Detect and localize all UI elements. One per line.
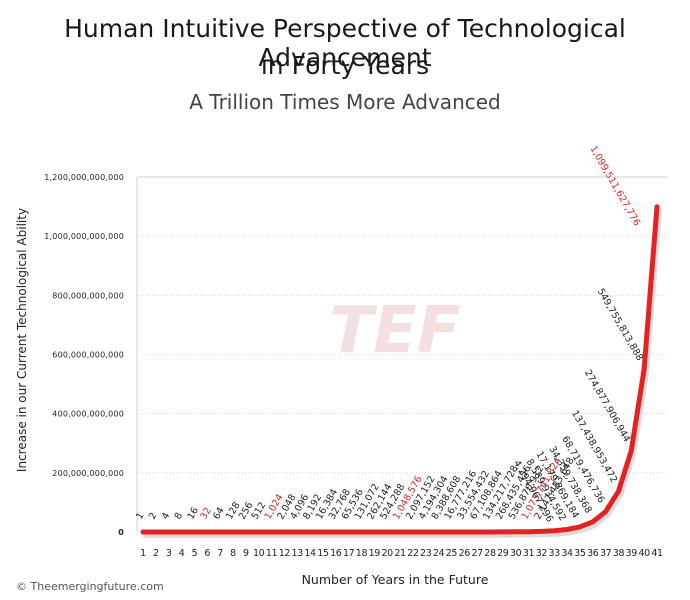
x-tick-label: 16 <box>330 548 342 559</box>
y-tick-label: 1,200,000,000,000 <box>44 173 124 182</box>
x-tick-label: 29 <box>497 548 509 559</box>
copyright-notice: © Theemergingfuture.com <box>16 580 164 593</box>
x-tick-label: 14 <box>304 548 316 559</box>
x-tick-label: 36 <box>587 548 599 559</box>
x-tick-label: 23 <box>420 548 432 559</box>
x-axis-label: Number of Years in the Future <box>301 572 489 587</box>
x-tick-label: 39 <box>626 548 638 559</box>
x-tick-label: 21 <box>394 548 406 559</box>
x-tick-label: 3 <box>166 548 172 559</box>
chart-title-line1: Human Intuitive Perspective of Technolog… <box>64 14 626 72</box>
x-tick-label: 41 <box>651 548 663 559</box>
x-tick-label: 38 <box>613 548 625 559</box>
x-tick-label: 19 <box>369 548 381 559</box>
series-line <box>140 204 660 535</box>
y-tick-label: 600,000,000,000 <box>52 351 124 360</box>
data-label: 32 <box>198 506 214 522</box>
data-label: 1 <box>134 511 147 522</box>
watermark-logo: TEF <box>329 294 460 368</box>
x-tick-label: 27 <box>471 548 483 559</box>
x-tick-label: 35 <box>574 548 586 559</box>
x-tick-label: 37 <box>600 548 612 559</box>
data-label: 64 <box>211 506 227 522</box>
x-tick-label: 13 <box>292 548 304 559</box>
data-label: 1,099,511,627,776 <box>587 144 642 228</box>
x-tick-label: 25 <box>446 548 458 559</box>
x-tick-label: 34 <box>561 548 573 559</box>
series-line-shadow <box>142 206 662 538</box>
x-tick-label: 6 <box>204 548 210 559</box>
x-tick-label: 12 <box>279 548 291 559</box>
x-tick-label: 28 <box>484 548 496 559</box>
y-tick-label: 200,000,000,000 <box>52 469 124 478</box>
x-tick-label: 15 <box>317 548 329 559</box>
x-tick-label: 40 <box>639 548 651 559</box>
y-axis-label: Increase in our Current Technological Ab… <box>15 207 29 473</box>
data-label: 2 <box>147 511 160 522</box>
data-label: 8 <box>173 511 186 522</box>
x-tick-label: 22 <box>407 548 419 559</box>
x-tick-label: 11 <box>266 548 278 559</box>
x-tick-label: 10 <box>253 548 265 559</box>
x-tick-label: 1 <box>140 548 146 559</box>
data-label: 4 <box>160 511 173 522</box>
x-tick-label: 18 <box>356 548 368 559</box>
x-tick-label: 20 <box>382 548 394 559</box>
x-tick-label: 8 <box>230 548 236 559</box>
x-tick-label: 26 <box>459 548 471 559</box>
x-tick-label: 33 <box>549 548 561 559</box>
chart-subtitle: A Trillion Times More Advanced <box>189 90 501 114</box>
y-tick-label: 0 <box>118 528 124 537</box>
x-tick-label: 5 <box>192 548 198 559</box>
y-tick-label: 400,000,000,000 <box>52 410 124 419</box>
x-tick-label: 32 <box>536 548 548 559</box>
x-tick-label: 30 <box>510 548 522 559</box>
x-tick-label: 7 <box>217 548 223 559</box>
chart-title-line2: in Forty Years <box>260 51 430 80</box>
data-label: 16 <box>185 506 201 522</box>
x-tick-label: 17 <box>343 548 355 559</box>
x-tick-label: 9 <box>243 548 249 559</box>
y-tick-label: 800,000,000,000 <box>52 291 124 300</box>
x-tick-label: 24 <box>433 548 445 559</box>
x-tick-label: 2 <box>153 548 159 559</box>
x-tick-label: 31 <box>523 548 535 559</box>
data-label: 549,755,813,888 <box>595 287 645 363</box>
y-tick-label: 1,000,000,000,000 <box>44 232 124 241</box>
x-tick-label: 4 <box>179 548 185 559</box>
